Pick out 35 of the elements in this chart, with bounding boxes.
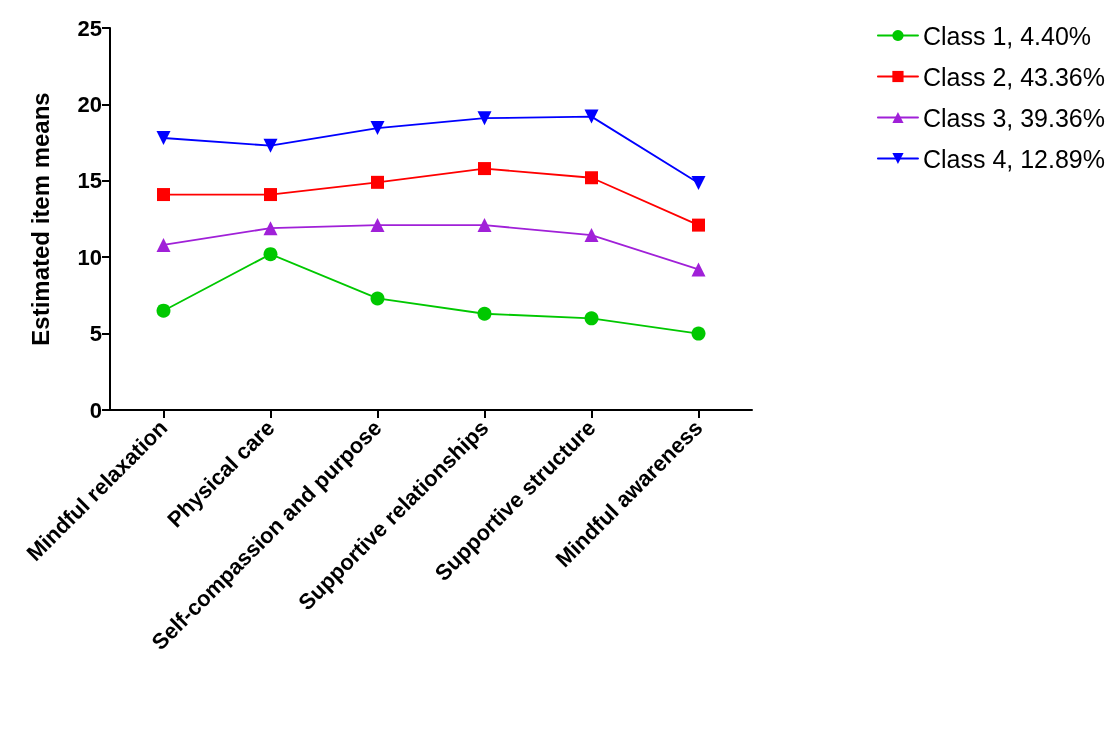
y-tick-label: 10	[77, 244, 102, 270]
y-tick-label: 20	[77, 91, 102, 117]
point	[263, 247, 278, 262]
point	[371, 175, 384, 189]
point	[584, 109, 599, 124]
point	[370, 218, 385, 233]
point	[584, 311, 599, 326]
legend-label: Class 1, 4.40%	[922, 21, 1092, 50]
point	[477, 218, 492, 233]
y-axis-title: Estimated item means	[26, 92, 54, 346]
point	[691, 175, 706, 190]
point	[263, 138, 278, 153]
point	[691, 262, 706, 277]
y-tick-label: 5	[89, 321, 102, 347]
point	[264, 188, 277, 202]
point	[156, 131, 171, 146]
point	[370, 121, 385, 136]
point	[478, 162, 491, 176]
legend-label: Class 2, 43.36%	[922, 62, 1105, 91]
point	[691, 326, 706, 341]
y-tick-label: 15	[77, 168, 102, 194]
point	[477, 306, 492, 321]
point	[156, 237, 171, 252]
point	[263, 221, 278, 236]
point	[156, 303, 171, 318]
point	[477, 111, 492, 126]
point	[692, 218, 705, 232]
point	[157, 188, 170, 202]
legend-label: Class 4, 12.89%	[922, 144, 1105, 173]
point	[584, 228, 599, 243]
legend-label: Class 3, 39.36%	[922, 103, 1105, 132]
point	[585, 171, 598, 185]
y-tick-label: 0	[89, 397, 102, 423]
y-tick-label: 25	[77, 15, 102, 41]
point	[370, 291, 385, 306]
